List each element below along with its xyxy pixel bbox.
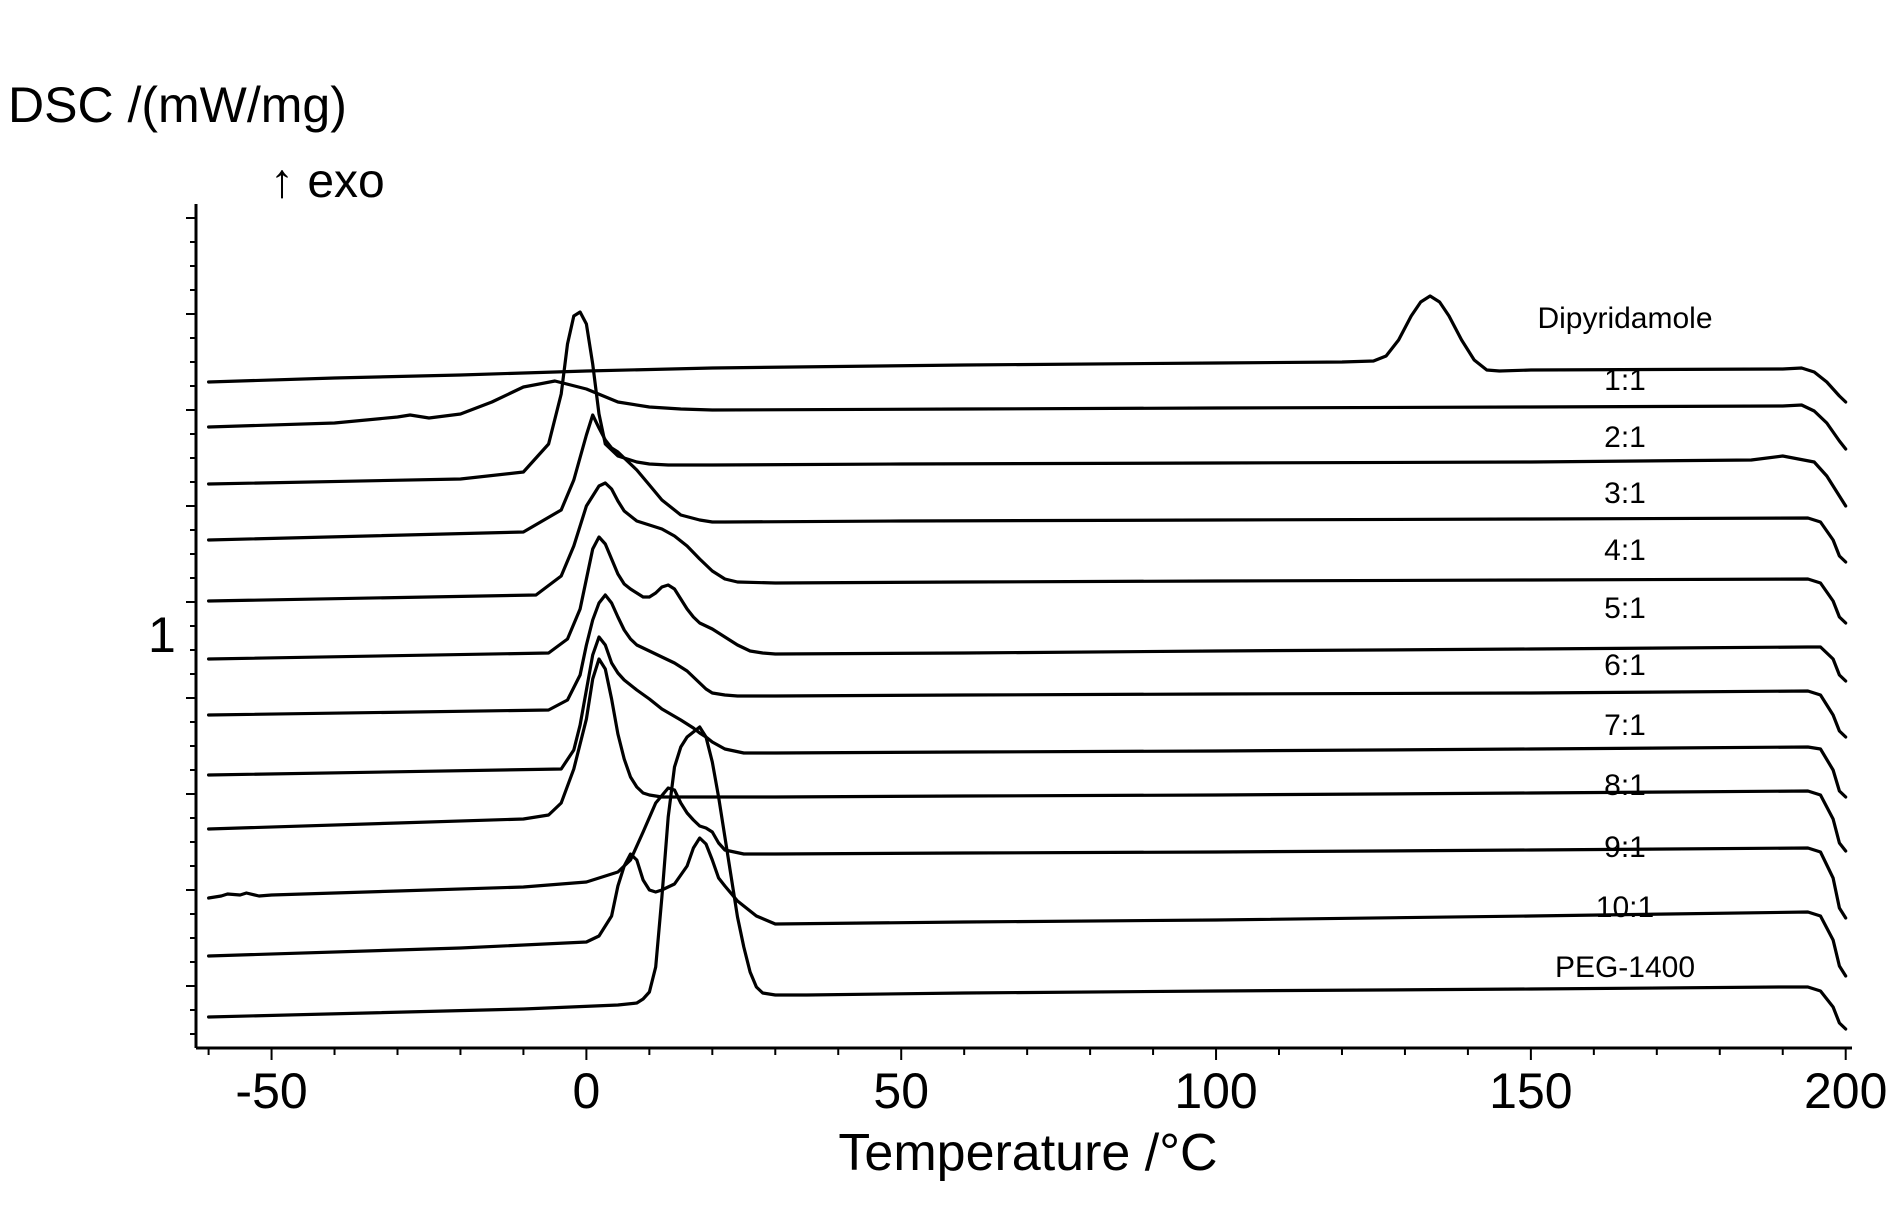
curve-label: 8:1	[1604, 769, 1646, 802]
curve-label: 6:1	[1604, 649, 1646, 682]
curve-7-1	[207, 635, 1848, 799]
curve-label: Dipyridamole	[1537, 302, 1712, 335]
curve-label: 10:1	[1596, 891, 1654, 924]
x-tick-label: 50	[873, 1063, 929, 1119]
curve-label: 7:1	[1604, 709, 1646, 742]
curve-label: 9:1	[1604, 831, 1646, 864]
y-axis-label: DSC /(mW/mg)	[8, 77, 347, 133]
x-axis-label: Temperature /°C	[838, 1124, 1217, 1182]
y-tick-label: 1	[148, 607, 176, 663]
curve-labels: Dipyridamole 1:1 2:1 3:1 4:1 5:1 6:1 7:1 8:1 9:1 1…	[1537, 302, 1712, 984]
curve-label: 5:1	[1604, 592, 1646, 625]
curve-5-1	[207, 535, 1848, 683]
x-tick-label: -50	[235, 1063, 307, 1119]
curve-label: PEG-1400	[1555, 951, 1695, 984]
x-tick-label: 200	[1804, 1063, 1887, 1119]
x-ticks: -50 0 50 100 150 200	[207, 1048, 1887, 1119]
curve-label: 3:1	[1604, 477, 1646, 510]
axes	[186, 204, 1852, 1050]
x-tick-label: 0	[572, 1063, 600, 1119]
exo-annotation: ↑ exo	[270, 155, 385, 208]
curve-1-1	[207, 379, 1848, 451]
curve-9-1	[207, 786, 1848, 920]
curve-label: 2:1	[1604, 421, 1646, 454]
curve-label: 1:1	[1604, 364, 1646, 397]
curve-3-1	[207, 413, 1848, 564]
x-tick-label: 100	[1174, 1063, 1257, 1119]
curve-label: 4:1	[1604, 534, 1646, 567]
curve-8-1	[207, 657, 1848, 853]
curve-peg-1400	[207, 725, 1848, 1031]
x-tick-label: 150	[1489, 1063, 1572, 1119]
curve-4-1	[207, 481, 1848, 625]
curve-dipyridamole	[207, 294, 1848, 404]
curve-6-1	[207, 593, 1848, 739]
curves	[207, 294, 1848, 1031]
curve-10-1	[207, 836, 1848, 978]
